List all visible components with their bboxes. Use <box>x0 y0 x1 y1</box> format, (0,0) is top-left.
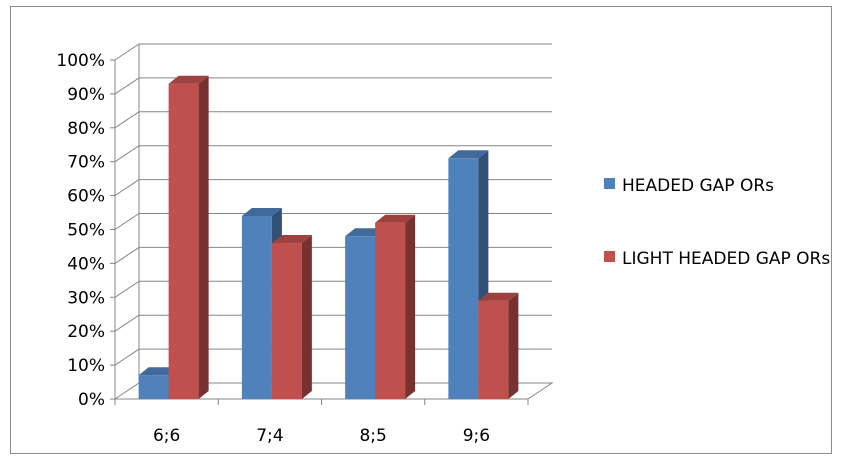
y-tick-label: 40% <box>67 254 105 274</box>
y-tick-labels: 0% 10% 20% 30% 40% 50% 60% 70% 80% 90% 100% <box>56 51 105 410</box>
bar-top-face <box>168 75 209 84</box>
bar-top-face <box>375 214 416 223</box>
bar-light-headed-gap-ors-8;5 <box>375 214 416 399</box>
y-tick-label: 80% <box>67 119 105 139</box>
bar-top-face <box>271 235 312 244</box>
y-tick-label: 70% <box>67 153 105 173</box>
x-tick-label: 7;4 <box>256 426 283 446</box>
y-tick-label: 60% <box>67 187 105 207</box>
gridline-side <box>114 314 140 332</box>
legend: HEADED GAP ORs LIGHT HEADED GAP ORs <box>604 176 830 269</box>
bar-front-face <box>168 83 199 399</box>
x-tick-labels: 6;6 7;4 8;5 9;6 <box>153 426 490 446</box>
y-tick-label: 90% <box>67 85 105 105</box>
gridline-side <box>114 111 140 129</box>
bar-front-face <box>448 158 479 399</box>
gridline-side <box>114 213 140 230</box>
y-tick-label: 10% <box>67 356 105 376</box>
bar-front-face <box>138 375 169 399</box>
gridline-side <box>114 246 140 264</box>
bar-front-face <box>241 215 272 399</box>
x-tick-label: 8;5 <box>359 426 386 446</box>
bar-side-face <box>405 214 416 399</box>
bar-light-headed-gap-ors-6;6 <box>168 75 209 399</box>
legend-label: LIGHT HEADED GAP ORs <box>622 249 830 269</box>
x-tick-label: 9;6 <box>463 426 490 446</box>
bar-side-face <box>198 75 209 399</box>
bar-front-face <box>478 300 509 399</box>
bar-top-face <box>241 207 282 216</box>
bar-front-face <box>271 243 302 399</box>
y-tick-label: 0% <box>78 390 105 410</box>
bar-side-face <box>508 292 519 399</box>
x-tick-label: 6;6 <box>153 426 180 446</box>
bar-front-face <box>375 222 406 399</box>
gridline-side <box>114 77 140 95</box>
bar-front-face <box>345 236 376 399</box>
gridline-side <box>114 348 140 366</box>
y-tick-label: 30% <box>67 288 105 308</box>
gridline-side <box>114 43 140 61</box>
gridline-side <box>114 145 140 163</box>
bar-light-headed-gap-ors-9;6 <box>478 292 519 399</box>
gridline-side <box>114 179 140 197</box>
y-tick-label: 50% <box>67 221 105 241</box>
bar-top-face <box>478 292 519 301</box>
legend-swatch <box>604 251 615 262</box>
bar-top-face <box>448 150 489 159</box>
y-tick-label: 20% <box>67 322 105 342</box>
legend-label: HEADED GAP ORs <box>622 176 774 196</box>
bar-side-face <box>301 235 312 399</box>
legend-swatch <box>604 178 615 189</box>
y-tick-label: 100% <box>56 51 105 71</box>
bars <box>138 75 519 399</box>
bar-light-headed-gap-ors-7;4 <box>271 235 312 399</box>
gridline-side <box>114 280 140 298</box>
